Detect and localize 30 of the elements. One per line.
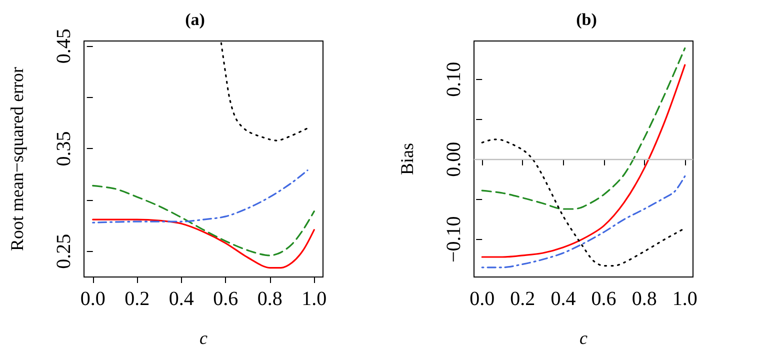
- x-tick-label: 1.0: [672, 288, 698, 310]
- y-axis-title: Root mean−squared error: [7, 66, 27, 252]
- line-series: [92, 169, 308, 224]
- line-series: [92, 218, 315, 269]
- x-tick-label: 1.0: [302, 288, 327, 310]
- x-tick-label: 0.8: [632, 288, 657, 310]
- line-series: [481, 175, 686, 268]
- x-tick-label: 0.4: [550, 288, 576, 310]
- y-tick-label: −0.10: [443, 216, 465, 263]
- y-tick-label: 0.10: [443, 62, 465, 97]
- y-tick-label: 0.25: [53, 234, 75, 269]
- chart-title: (a): [185, 10, 205, 29]
- x-tick-label: 0.4: [168, 288, 194, 310]
- x-tick-label: 0.2: [510, 288, 536, 310]
- y-tick-label: 0.45: [53, 28, 75, 64]
- line-series: [481, 47, 686, 210]
- x-axis-title: c: [200, 328, 208, 348]
- line-series: [92, 184, 315, 256]
- x-tick-label: 0.0: [470, 288, 495, 310]
- y-axis-title: Bias: [397, 142, 417, 176]
- x-tick-label: 0.2: [124, 288, 150, 310]
- x-tick-label: 0.6: [213, 288, 238, 310]
- line-series: [481, 64, 686, 258]
- y-tick-label: 0.35: [53, 131, 75, 166]
- y-tick-label: 0.00: [443, 142, 465, 177]
- x-tick-label: 0.8: [257, 288, 282, 310]
- x-tick-label: 0.0: [80, 288, 106, 310]
- chart-title: (b): [576, 10, 597, 29]
- x-axis-title: c: [580, 328, 588, 348]
- x-tick-label: 0.6: [591, 288, 616, 310]
